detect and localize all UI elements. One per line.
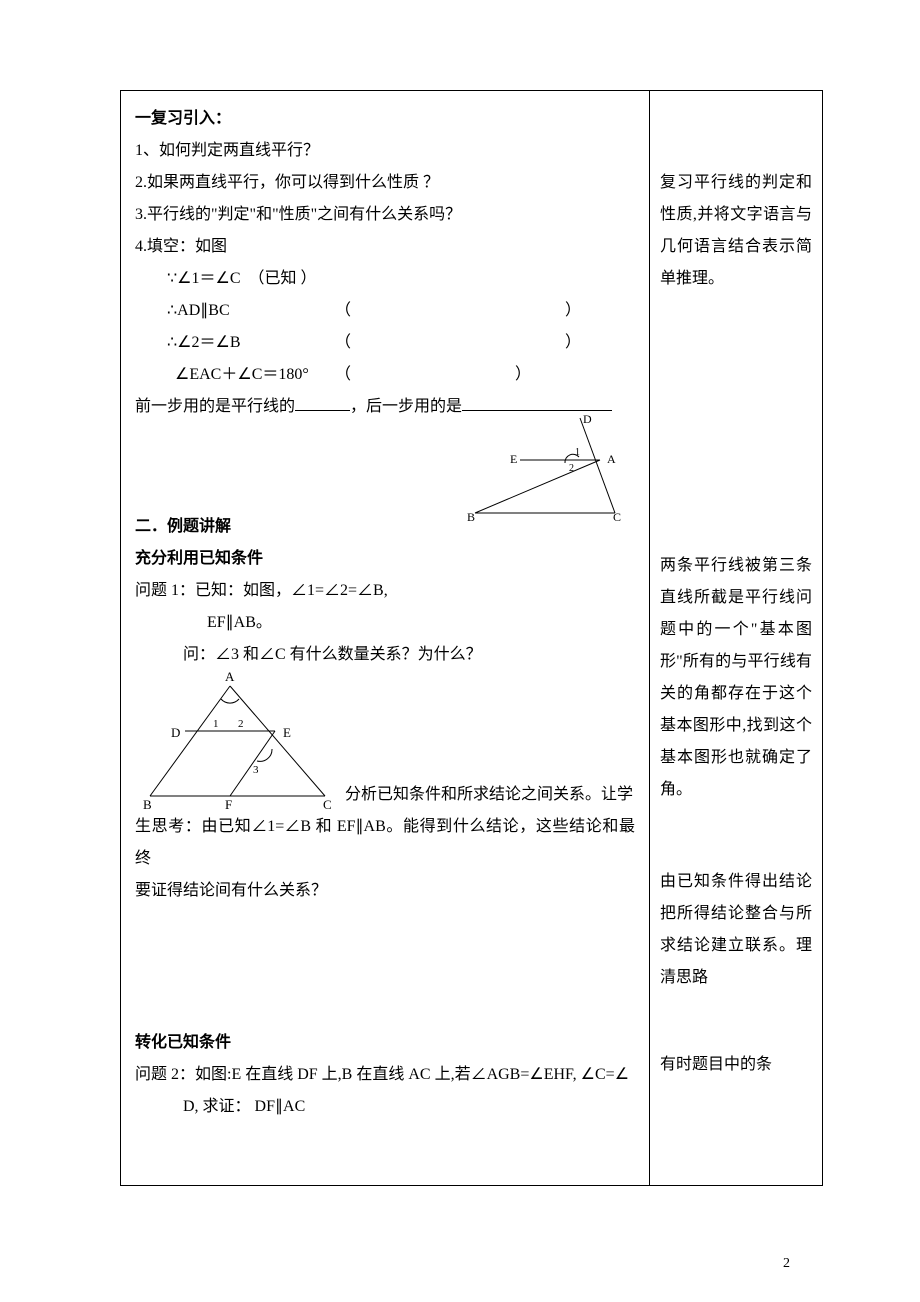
svg-text:2: 2 [569, 463, 574, 474]
q4-footer-a: 前一步用的是平行线的 [135, 398, 295, 415]
svg-text:F: F [225, 797, 232, 811]
svg-text:C: C [323, 797, 332, 811]
q4-line3: ∴∠2＝∠B （ ） [135, 327, 635, 359]
q4-intro: 4.填空：如图 [135, 231, 635, 263]
page: 一复习引入： 1、如何判定两直线平行？ 2.如果两直线平行，你可以得到什么性质 … [0, 0, 920, 1302]
svg-text:E: E [283, 725, 291, 740]
anno-block-4: 有时题目中的条 [660, 1049, 812, 1081]
anno-spacer-3 [660, 806, 812, 866]
anno-block-3: 由已知条件得出结论把所得结论整合与所求结论建立联系。理清思路 [660, 866, 812, 994]
figure-2: A D E B F C 1 2 3 [135, 671, 345, 811]
q4-l2-text: ∴AD∥BC [167, 302, 230, 319]
q1: 1、如何判定两直线平行？ [135, 135, 635, 167]
svg-text:C: C [613, 510, 621, 523]
q4-line1: ∵∠1＝∠C （已知 ） [135, 263, 635, 295]
section-2-sub: 充分利用已知条件 [135, 543, 635, 575]
p2-line2: D, 求证： DF∥AC [135, 1091, 635, 1123]
table-row: 一复习引入： 1、如何判定两直线平行？ 2.如果两直线平行，你可以得到什么性质 … [121, 91, 823, 1186]
svg-text:1: 1 [213, 718, 219, 730]
p1-cont2: 要证得结论间有什么关系？ [135, 875, 635, 907]
q4-l4-text: ∠EAC＋∠C＝180° [175, 366, 309, 383]
svg-text:A: A [607, 452, 616, 466]
q2: 2.如果两直线平行，你可以得到什么性质 ？ [135, 167, 635, 199]
anno-spacer-2 [660, 295, 812, 550]
p1-cont1: 生思考：由已知∠1=∠B 和 EF∥AB。能得到什么结论，这些结论和最终 [135, 811, 635, 875]
anno-block-2: 两条平行线被第三条直线所截是平行线问题中的一个"基本图形"所有的与平行线有关的角… [660, 550, 812, 806]
anno-block-1: 复习平行线的判定和性质,并将文字语言与几何语言结合表示简单推理。 [660, 167, 812, 295]
anno-spacer-4 [660, 994, 812, 1049]
svg-text:B: B [143, 797, 152, 811]
q4-footer-b: ，后一步用的是 [350, 398, 462, 415]
anno-spacer-1 [660, 103, 812, 167]
paren-open: （ [335, 295, 351, 327]
figure-1: D A E B C 1 2 [465, 413, 625, 523]
figure-1-wrap: D A E B C 1 2 二．例题讲解 [135, 423, 635, 543]
page-number: 2 [783, 1256, 790, 1272]
q4-line4: ∠EAC＋∠C＝180° （ ） [135, 359, 635, 391]
spacer [135, 907, 635, 1027]
annotation-column: 复习平行线的判定和性质,并将文字语言与几何语言结合表示简单推理。 两条平行线被第… [650, 91, 823, 1186]
paren-close: ） [515, 359, 531, 391]
spacer-bottom [135, 1123, 635, 1173]
p1-line1: 问题 1：已知：如图，∠1=∠2=∠B, [135, 575, 635, 607]
section-1-title: 一复习引入： [135, 103, 635, 135]
svg-text:B: B [467, 510, 475, 523]
paren-open: （ [335, 359, 351, 391]
blank-2 [462, 394, 612, 411]
q3: 3.平行线的"判定"和"性质"之间有什么关系吗？ [135, 199, 635, 231]
svg-text:2: 2 [238, 718, 244, 730]
svg-text:3: 3 [253, 764, 259, 776]
content-table: 一复习引入： 1、如何判定两直线平行？ 2.如果两直线平行，你可以得到什么性质 … [120, 90, 823, 1186]
svg-text:D: D [171, 725, 180, 740]
paren-close: ） [565, 327, 581, 359]
p2-line1: 问题 2：如图:E 在直线 DF 上,B 在直线 AC 上,若∠AGB=∠EHF… [135, 1059, 635, 1091]
section-3-sub: 转化已知条件 [135, 1027, 635, 1059]
section-2-title: 二．例题讲解 [135, 511, 231, 543]
paren-open: （ [335, 327, 351, 359]
figure-2-wrap: A D E B F C 1 2 3 分析已知条件和所求结论之间关系。让学 [135, 671, 635, 811]
q4-l3-text: ∴∠2＝∠B [167, 334, 241, 351]
p1-line2: EF∥AB。 [135, 607, 635, 639]
main-column: 一复习引入： 1、如何判定两直线平行？ 2.如果两直线平行，你可以得到什么性质 … [121, 91, 650, 1186]
svg-text:D: D [583, 413, 592, 426]
blank-1 [295, 394, 350, 411]
svg-text:A: A [225, 671, 235, 684]
svg-text:1: 1 [575, 447, 580, 458]
svg-text:E: E [510, 452, 517, 466]
q4-line2: ∴AD∥BC （ ） [135, 295, 635, 327]
p1-afterfig: 分析已知条件和所求结论之间关系。让学 [345, 786, 633, 803]
p1-line3: 问：∠3 和∠C 有什么数量关系？为什么？ [135, 639, 635, 671]
paren-close: ） [565, 295, 581, 327]
